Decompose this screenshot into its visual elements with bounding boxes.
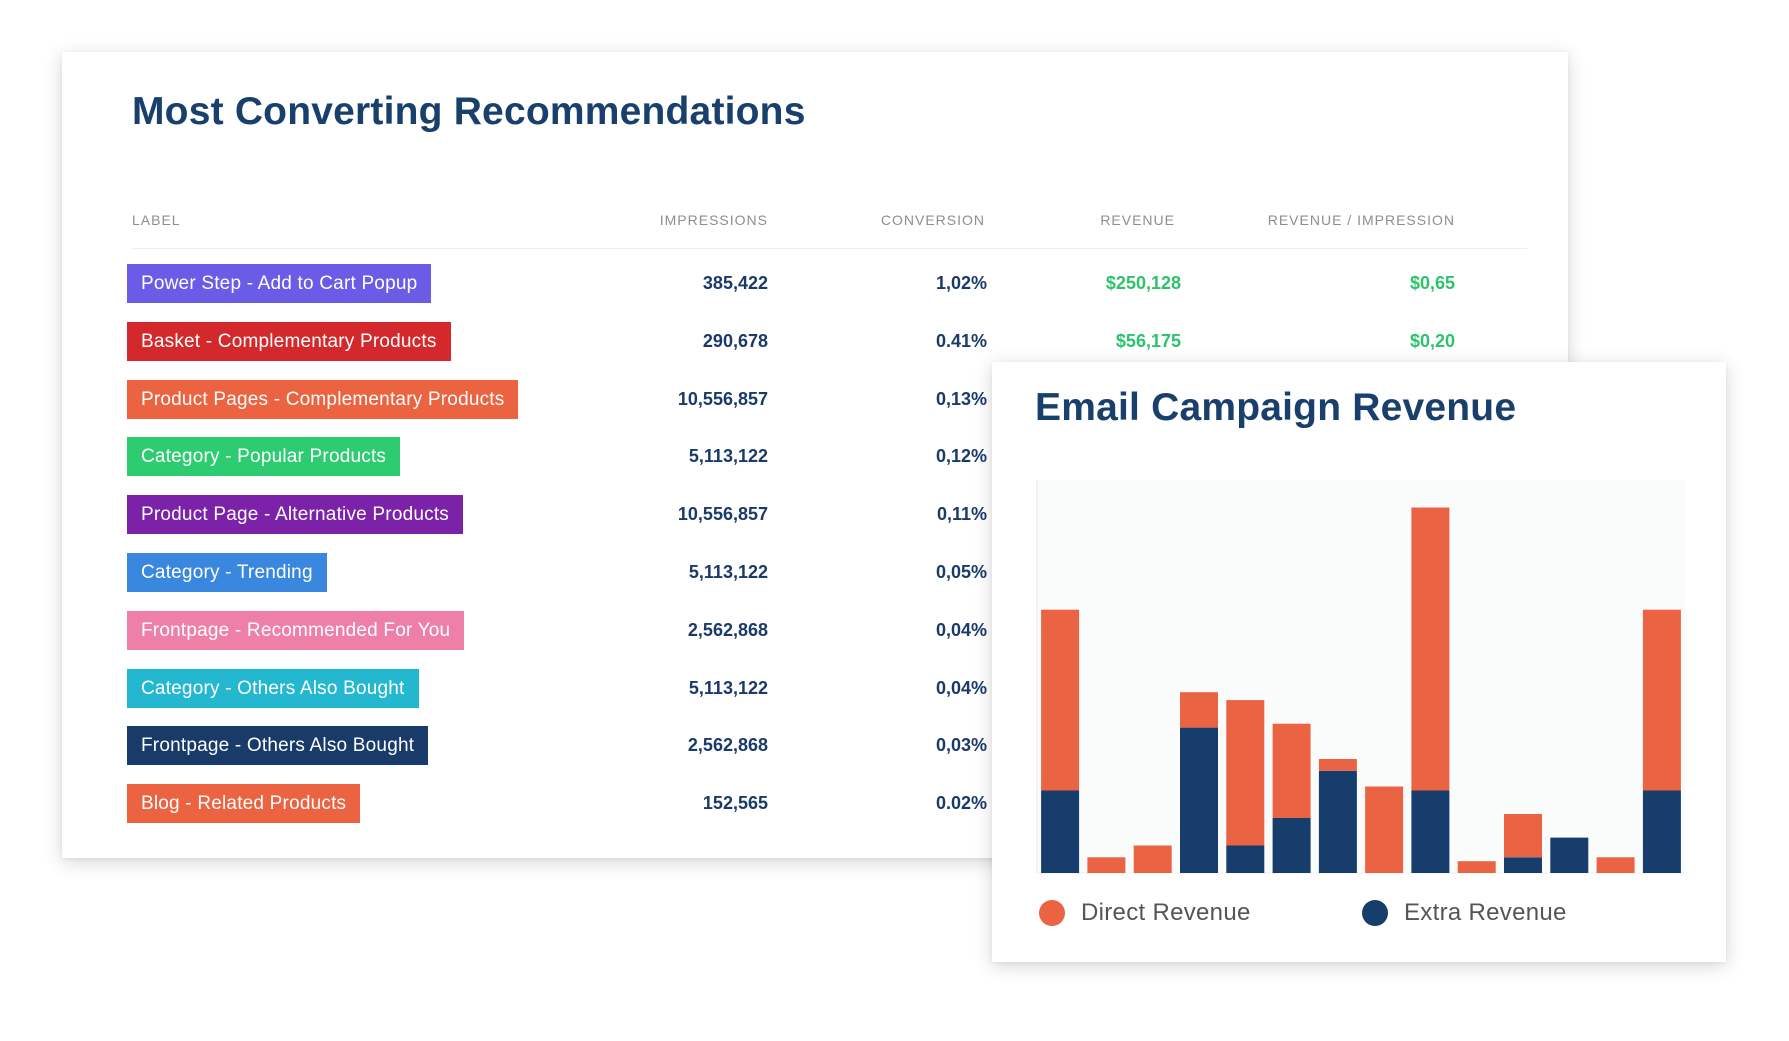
- cell-impressions: 2,562,868: [687, 735, 768, 756]
- recommendation-label-badge[interactable]: Blog - Related Products: [127, 784, 361, 824]
- table-row: Category - Popular Products 5,113,122 0,12…: [62, 437, 1568, 477]
- cell-conversion: 0.02%: [935, 793, 987, 814]
- bar-extra-revenue-14[interactable]: [1642, 790, 1681, 874]
- cell-impressions: 152,565: [702, 793, 768, 814]
- table-row: Frontpage - Others Also Bought 2,562,868 0…: [62, 726, 1568, 766]
- table-row: Product Page - Alternative Products 10,55…: [62, 495, 1568, 535]
- cell-impressions: 290,678: [702, 330, 768, 351]
- bar-direct-revenue-14[interactable]: [1642, 609, 1681, 791]
- bar-direct-revenue-9[interactable]: [1411, 507, 1450, 791]
- table-row: Category - Others Also Bought 5,113,122 0,…: [62, 668, 1568, 709]
- recommendation-label-badge[interactable]: Power Step - Add to Cart Popup: [127, 264, 432, 303]
- column-header-conversion: CONVERSION: [880, 212, 985, 228]
- cell-impressions: 10,556,857: [677, 388, 768, 409]
- column-header-impressions: IMPRESSIONS: [659, 212, 768, 228]
- revenue-bar-chart: [1036, 480, 1685, 874]
- cell-conversion: 0,11%: [936, 504, 987, 525]
- chart-title: Email Campaign Revenue: [1035, 386, 1517, 429]
- cell-conversion: 0.41%: [935, 330, 987, 351]
- table-row: Blog - Related Products 152,565 0.02%: [62, 784, 1568, 824]
- bar-extra-revenue-1[interactable]: [1041, 790, 1080, 874]
- bar-extra-revenue-6[interactable]: [1272, 818, 1311, 873]
- recommendation-label-badge[interactable]: Product Pages - Complementary Products: [127, 379, 519, 419]
- legend-dot-extra: [1362, 900, 1388, 926]
- bar-direct-revenue-7[interactable]: [1318, 759, 1357, 771]
- cell-conversion: 0,04%: [935, 619, 987, 640]
- table-row: Product Pages - Complementary Products 10…: [62, 379, 1568, 420]
- recommendation-label-badge[interactable]: Product Page - Alternative Products: [127, 495, 463, 535]
- legend-label-direct: Direct Revenue: [1081, 899, 1251, 926]
- cell-impressions: 10,556,857: [677, 504, 768, 525]
- recommendation-label-badge[interactable]: Frontpage - Others Also Bought: [127, 726, 429, 766]
- cell-revenue: $56,175: [1115, 330, 1181, 351]
- bar-direct-revenue-3[interactable]: [1133, 845, 1172, 874]
- cell-conversion: 0,04%: [935, 677, 987, 698]
- bar-direct-revenue-10[interactable]: [1457, 861, 1496, 873]
- bar-direct-revenue-2[interactable]: [1087, 857, 1126, 873]
- bar-extra-revenue-7[interactable]: [1318, 770, 1357, 873]
- bar-direct-revenue-4[interactable]: [1180, 692, 1218, 728]
- recommendation-label-badge[interactable]: Basket - Complementary Products: [127, 321, 451, 361]
- chart-card: Email Campaign Revenue Direct Revenue Ex…: [992, 362, 1726, 962]
- cell-conversion: 1,02%: [935, 273, 987, 293]
- bar-direct-revenue-13[interactable]: [1596, 857, 1635, 873]
- column-header-label: LABEL: [132, 212, 181, 228]
- bar-extra-revenue-5[interactable]: [1226, 845, 1265, 874]
- table-row: Power Step - Add to Cart Popup 385,422 1,0…: [62, 264, 1568, 304]
- table-row: Category - Trending 5,113,122 0,05%: [62, 553, 1568, 593]
- cell-rpi: $0,65: [1409, 273, 1455, 293]
- cell-impressions: 5,113,122: [688, 446, 768, 467]
- cell-impressions: 5,113,122: [688, 677, 768, 698]
- cell-conversion: 0,05%: [935, 562, 987, 582]
- table-title: Most Converting Recommendations: [132, 90, 806, 133]
- cell-impressions: 385,422: [702, 273, 768, 293]
- bar-extra-revenue-11[interactable]: [1504, 857, 1542, 873]
- column-header-revenue: REVENUE: [1100, 212, 1175, 228]
- cell-revenue: $250,128: [1105, 273, 1181, 293]
- bar-direct-revenue-8[interactable]: [1365, 786, 1404, 874]
- bar-extra-revenue-12[interactable]: [1550, 837, 1589, 873]
- recommendation-label-badge[interactable]: Category - Trending: [127, 553, 327, 592]
- plot-area: [1037, 480, 1685, 873]
- cell-rpi: $0,20: [1409, 330, 1455, 351]
- cell-impressions: 2,562,868: [687, 619, 768, 640]
- bar-extra-revenue-9[interactable]: [1411, 790, 1450, 874]
- cell-impressions: 5,113,122: [688, 562, 768, 582]
- legend-dot-direct: [1039, 900, 1065, 926]
- bar-direct-revenue-1[interactable]: [1041, 609, 1080, 791]
- bar-direct-revenue-5[interactable]: [1226, 700, 1265, 846]
- table-row: Basket - Complementary Products 290,678 0.…: [62, 321, 1568, 362]
- bar-direct-revenue-6[interactable]: [1272, 723, 1311, 818]
- recommendation-label-badge[interactable]: Frontpage - Recommended For You: [127, 610, 465, 650]
- table-row: Frontpage - Recommended For You 2,562,868…: [62, 610, 1568, 651]
- legend-label-extra: Extra Revenue: [1404, 899, 1567, 926]
- cell-conversion: 0,12%: [935, 446, 987, 467]
- header-divider: [132, 248, 1527, 249]
- column-header-revenue-per-impression: REVENUE / IMPRESSION: [1267, 212, 1455, 228]
- cell-conversion: 0,13%: [935, 388, 987, 409]
- cell-conversion: 0,03%: [935, 735, 987, 756]
- recommendation-label-badge[interactable]: Category - Others Also Bought: [127, 668, 419, 708]
- bar-extra-revenue-4[interactable]: [1180, 727, 1218, 873]
- recommendation-label-badge[interactable]: Category - Popular Products: [127, 437, 401, 477]
- bar-direct-revenue-11[interactable]: [1504, 814, 1542, 858]
